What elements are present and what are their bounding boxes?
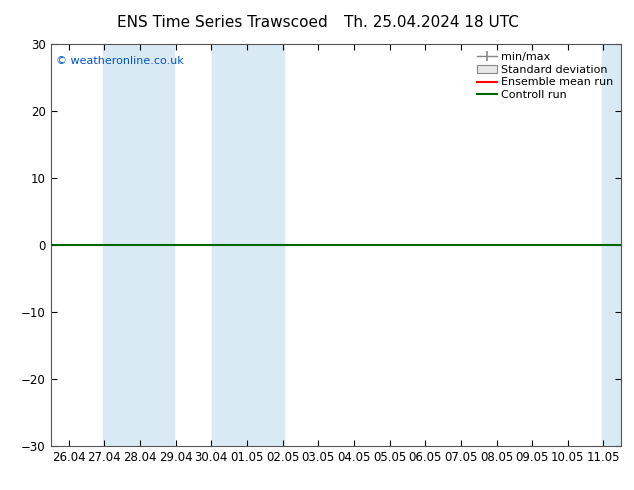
Legend: min/max, Standard deviation, Ensemble mean run, Controll run: min/max, Standard deviation, Ensemble me… <box>475 49 616 102</box>
Bar <box>602 44 621 446</box>
Text: ENS Time Series Trawscoed: ENS Time Series Trawscoed <box>117 15 327 30</box>
Text: Th. 25.04.2024 18 UTC: Th. 25.04.2024 18 UTC <box>344 15 519 30</box>
Bar <box>103 44 174 446</box>
Bar <box>212 44 283 446</box>
Text: © weatheronline.co.uk: © weatheronline.co.uk <box>56 56 184 66</box>
